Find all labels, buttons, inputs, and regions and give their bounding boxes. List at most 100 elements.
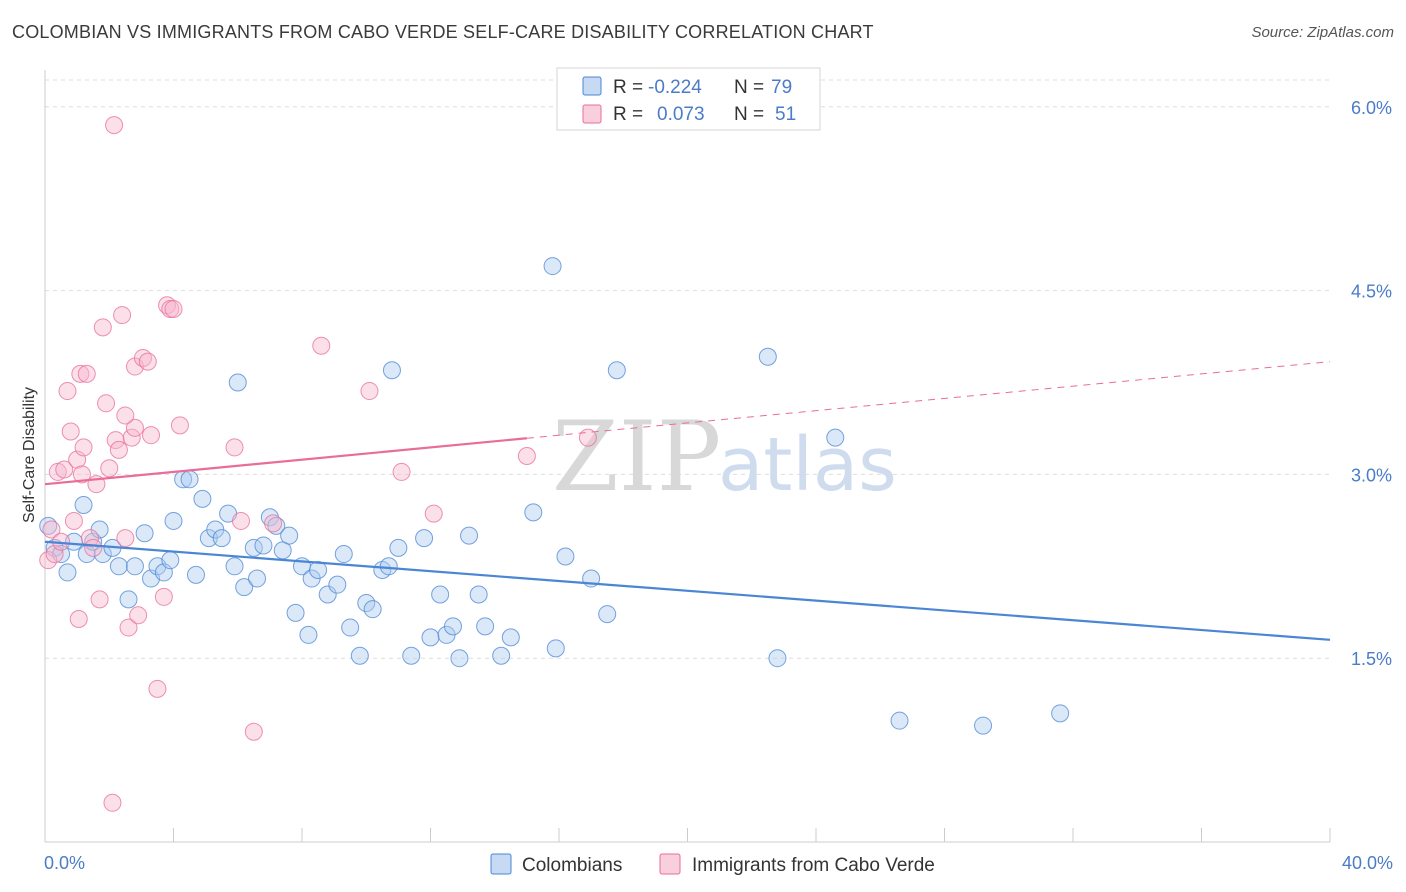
point-colombians <box>492 646 511 665</box>
stats-r-value-1: -0.224 <box>648 77 702 98</box>
point-cabo-verde <box>148 679 167 698</box>
legend-swatch-cabo-verde <box>659 853 681 875</box>
point-cabo-verde <box>392 462 411 481</box>
point-cabo-verde <box>58 382 77 401</box>
point-cabo-verde <box>225 438 244 457</box>
y-axis-label: Self-Care Disability <box>21 387 38 523</box>
point-colombians <box>212 529 231 548</box>
stats-swatch-colombians <box>582 76 602 96</box>
point-colombians <box>267 516 286 535</box>
point-colombians <box>556 547 575 566</box>
point-colombians <box>431 585 450 604</box>
point-colombians <box>286 603 305 622</box>
trend-line-cabo-verde-dashed <box>526 361 1331 439</box>
point-cabo-verde <box>61 422 80 441</box>
point-cabo-verde <box>103 793 122 812</box>
legend-label-cabo-verde: Immigrants from Cabo Verde <box>692 855 935 876</box>
point-colombians <box>768 649 787 668</box>
point-cabo-verde <box>164 299 183 318</box>
point-colombians <box>524 503 543 522</box>
series-legend: Colombians Immigrants from Cabo Verde <box>490 853 935 876</box>
point-colombians <box>225 557 244 576</box>
data-points <box>39 116 1070 812</box>
point-cabo-verde <box>74 438 93 457</box>
point-colombians <box>598 605 617 624</box>
point-cabo-verde <box>424 504 443 523</box>
point-colombians <box>248 569 267 588</box>
point-cabo-verde <box>77 364 96 383</box>
point-cabo-verde <box>231 511 250 530</box>
point-cabo-verde <box>360 382 379 401</box>
point-colombians <box>135 524 154 543</box>
point-colombians <box>74 496 93 515</box>
watermark-zip: ZIP <box>552 401 721 513</box>
point-colombians <box>341 618 360 637</box>
point-colombians <box>758 347 777 366</box>
chart-title: COLOMBIAN VS IMMIGRANTS FROM CABO VERDE … <box>12 22 874 42</box>
point-colombians <box>299 625 318 644</box>
x-tick-labels: 0.0% 40.0% <box>44 853 1393 873</box>
stats-n-value-2: 51 <box>775 104 796 125</box>
point-cabo-verde <box>42 520 61 539</box>
point-colombians <box>974 716 993 735</box>
point-colombians <box>443 617 462 636</box>
y-tick-label: 4.5% <box>1351 282 1392 302</box>
point-colombians <box>186 565 205 584</box>
point-cabo-verde <box>142 426 161 445</box>
point-colombians <box>318 585 337 604</box>
point-cabo-verde <box>517 447 536 465</box>
point-cabo-verde <box>244 722 263 741</box>
point-cabo-verde <box>97 394 116 413</box>
point-cabo-verde <box>129 606 148 625</box>
point-colombians <box>402 646 421 665</box>
point-colombians <box>379 557 398 576</box>
point-colombians <box>334 545 353 564</box>
stats-r-value-2: 0.073 <box>657 104 705 125</box>
point-cabo-verde <box>116 406 135 425</box>
point-cabo-verde <box>113 306 132 325</box>
legend-swatch-colombians <box>490 853 512 875</box>
point-cabo-verde <box>312 336 331 355</box>
point-colombians <box>476 617 495 636</box>
point-colombians <box>161 551 180 570</box>
point-colombians <box>125 557 144 576</box>
point-colombians <box>328 575 347 594</box>
point-cabo-verde <box>80 529 99 548</box>
point-colombians <box>109 557 128 576</box>
point-colombians <box>58 563 77 582</box>
point-cabo-verde <box>71 364 90 383</box>
point-colombians <box>254 536 273 555</box>
point-colombians <box>382 361 401 380</box>
point-cabo-verde <box>55 460 74 479</box>
axes <box>44 70 1331 843</box>
point-colombians <box>309 560 328 579</box>
point-cabo-verde <box>105 116 124 135</box>
stats-r-label-1: R = <box>613 77 643 98</box>
trend-line-colombians <box>44 540 1331 641</box>
point-cabo-verde <box>84 538 103 557</box>
stats-swatch-cabo-verde <box>582 104 602 124</box>
point-cabo-verde <box>122 428 141 447</box>
point-colombians <box>235 578 254 597</box>
point-cabo-verde <box>170 416 189 435</box>
point-colombians <box>450 649 469 668</box>
watermark: ZIP atlas <box>552 401 897 513</box>
stats-n-value-1: 79 <box>771 77 792 98</box>
point-cabo-verde <box>69 609 88 628</box>
point-cabo-verde <box>90 590 109 609</box>
point-cabo-verde <box>578 428 597 447</box>
point-cabo-verde <box>154 587 173 606</box>
point-colombians <box>350 646 369 665</box>
point-cabo-verde <box>100 459 119 478</box>
trend-lines <box>44 361 1331 641</box>
point-cabo-verde <box>119 618 138 637</box>
watermark-atlas: atlas <box>718 422 897 508</box>
point-colombians <box>543 257 562 276</box>
point-colombians <box>460 526 479 545</box>
y-tick-label: 3.0% <box>1351 465 1392 485</box>
y-tick-labels: 1.5% 3.0% 4.5% 6.0% <box>1351 98 1392 669</box>
trend-line-cabo-verde <box>44 437 527 486</box>
point-cabo-verde <box>125 418 144 437</box>
stats-n-label-1: N = <box>734 77 764 98</box>
legend-label-colombians: Colombians <box>522 855 622 876</box>
